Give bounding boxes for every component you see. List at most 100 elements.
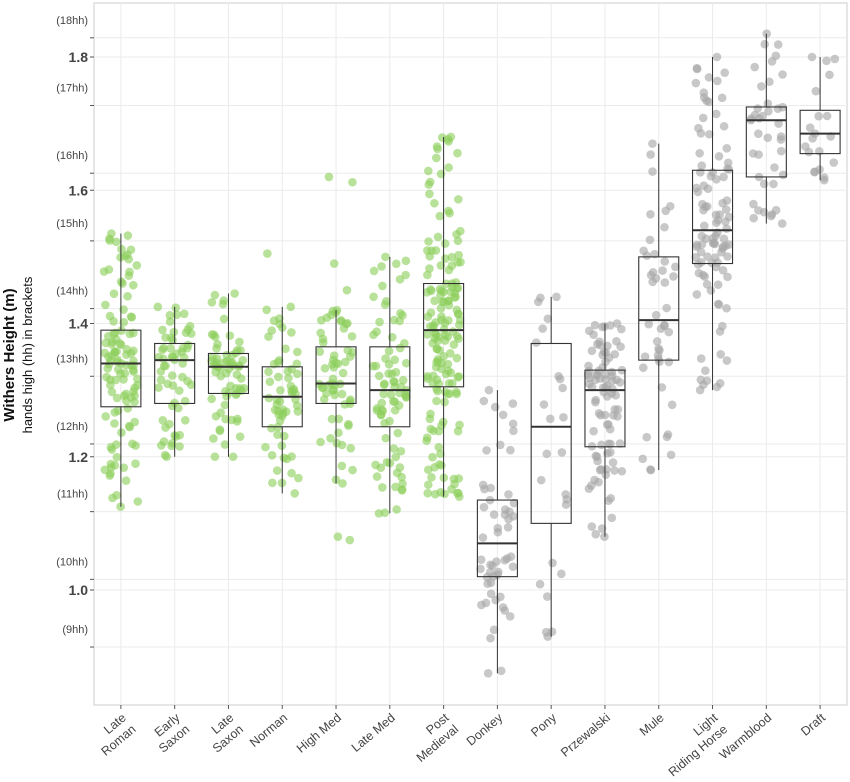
data-point <box>447 261 457 271</box>
data-point <box>660 257 670 266</box>
data-point <box>667 400 677 410</box>
data-point <box>561 490 571 499</box>
data-point <box>263 249 272 258</box>
data-point <box>589 330 598 340</box>
data-point <box>390 377 399 387</box>
data-point <box>109 316 118 326</box>
tick-label-hh: (18hh) <box>56 15 88 27</box>
data-point <box>508 419 518 429</box>
data-point <box>439 297 449 307</box>
data-point <box>610 349 620 359</box>
data-point <box>601 348 611 358</box>
data-point <box>284 373 293 383</box>
data-point <box>697 161 707 170</box>
data-point <box>587 522 597 531</box>
data-point <box>171 303 181 313</box>
data-point <box>652 337 662 346</box>
data-point <box>316 315 326 325</box>
data-point <box>123 404 133 413</box>
data-point <box>328 360 337 369</box>
data-point <box>262 305 271 315</box>
data-point <box>692 183 701 193</box>
data-point <box>509 512 518 521</box>
data-point <box>279 431 289 441</box>
box-iqr <box>745 106 787 178</box>
data-point <box>480 484 489 494</box>
data-point <box>375 317 384 327</box>
data-point <box>719 172 728 182</box>
data-point <box>392 259 401 269</box>
data-point <box>210 290 220 300</box>
data-point <box>372 472 382 481</box>
data-point <box>110 419 119 428</box>
data-point <box>822 111 832 121</box>
data-point <box>181 328 191 338</box>
data-point <box>543 314 553 324</box>
data-point <box>392 468 402 478</box>
data-point <box>273 430 282 440</box>
data-point <box>318 334 328 344</box>
data-point <box>506 445 515 455</box>
tick-label-m: 1.0 <box>69 582 89 598</box>
data-point <box>590 475 599 485</box>
data-point <box>476 555 486 565</box>
data-point <box>374 371 384 381</box>
data-point <box>592 452 602 462</box>
data-point <box>718 244 727 253</box>
data-point <box>100 465 110 475</box>
data-point <box>381 252 390 262</box>
data-point <box>444 137 453 146</box>
data-point <box>696 375 706 385</box>
data-point <box>209 434 218 443</box>
data-point <box>769 179 778 189</box>
tick-label-hh: (14hh) <box>56 286 88 298</box>
y-axis-subtitle: hands high (hh) in brackets <box>20 276 35 433</box>
data-point <box>344 421 353 431</box>
data-point <box>225 331 235 340</box>
data-point <box>432 153 441 163</box>
data-point <box>213 339 222 349</box>
data-point <box>604 439 613 449</box>
data-point <box>423 488 433 498</box>
data-point <box>207 297 217 307</box>
data-point <box>342 285 352 295</box>
data-point <box>547 627 557 637</box>
data-point <box>333 532 343 541</box>
data-point <box>384 346 394 356</box>
data-point <box>423 330 432 339</box>
data-point <box>655 357 664 367</box>
data-point <box>746 114 756 123</box>
data-point <box>452 387 461 397</box>
box-iqr <box>369 346 411 428</box>
data-point <box>267 423 276 433</box>
data-point <box>557 448 567 457</box>
data-point <box>509 498 519 508</box>
data-point <box>477 600 486 610</box>
data-point <box>584 366 594 376</box>
data-point <box>496 666 506 676</box>
data-point <box>693 260 703 269</box>
data-point <box>287 328 296 337</box>
category-label-line: Norman <box>247 711 290 750</box>
data-point <box>377 262 386 271</box>
data-point <box>219 296 228 305</box>
data-point <box>801 142 810 151</box>
data-point <box>265 377 275 387</box>
data-point <box>449 340 459 349</box>
data-point <box>479 502 489 512</box>
data-point <box>617 324 626 334</box>
data-point <box>334 414 344 424</box>
data-point <box>430 198 439 208</box>
data-point <box>713 76 722 86</box>
data-point <box>454 250 463 260</box>
data-point <box>453 148 462 158</box>
category-label: Late Med <box>349 711 398 755</box>
plot-panel <box>93 2 848 706</box>
box-iqr <box>476 499 518 578</box>
category-label: Mule <box>637 711 667 739</box>
data-point <box>120 391 129 401</box>
data-point <box>125 267 134 277</box>
data-point <box>112 393 122 403</box>
data-point <box>644 319 654 329</box>
data-point <box>531 338 541 347</box>
